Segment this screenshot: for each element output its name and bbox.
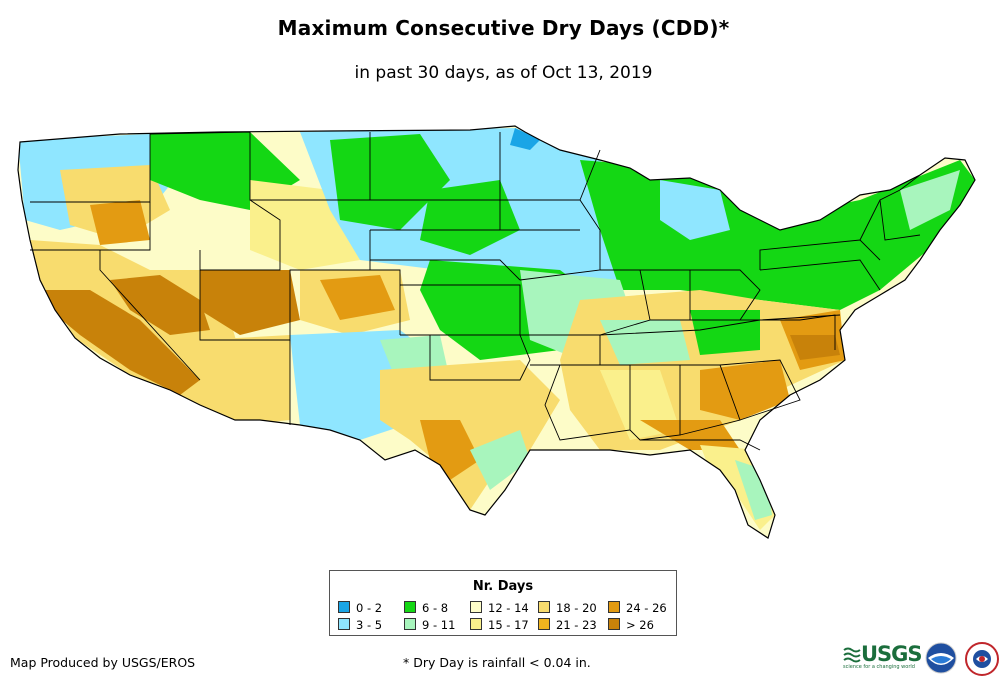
legend-swatch (470, 601, 482, 613)
legend: Nr. Days 0 - 2 3 - 5 6 - 8 9 - 11 12 - 1… (329, 570, 677, 636)
legend-swatch (404, 618, 416, 630)
legend-swatch (538, 601, 550, 613)
legend-item: 15 - 17 (470, 618, 529, 632)
map-credit: Map Produced by USGS/EROS (10, 655, 196, 670)
legend-swatch (608, 618, 620, 630)
legend-label: 6 - 8 (422, 601, 449, 615)
legend-label: 3 - 5 (356, 618, 383, 632)
legend-swatch (338, 618, 350, 630)
legend-swatch (608, 601, 620, 613)
usgs-wave-icon (843, 647, 861, 663)
usgs-logo-text: USGS (861, 642, 923, 666)
legend-item: 18 - 20 (538, 601, 597, 615)
legend-item: 24 - 26 (608, 601, 667, 615)
legend-item: 9 - 11 (404, 618, 455, 632)
legend-label: 18 - 20 (556, 601, 597, 615)
map-title: Maximum Consecutive Dry Days (CDD)* (277, 16, 730, 40)
usgs-tagline: science for a changing world (843, 664, 915, 670)
legend-item: 3 - 5 (338, 618, 382, 632)
legend-item: 21 - 23 (538, 618, 597, 632)
agency-logos: USGS science for a changing world (843, 640, 1003, 680)
legend-swatch (538, 618, 550, 630)
legend-item: 12 - 14 (470, 601, 529, 615)
legend-swatch (338, 601, 350, 613)
cdd-map (17, 125, 976, 539)
legend-swatch (404, 601, 416, 613)
legend-label: 15 - 17 (488, 618, 529, 632)
legend-item: > 26 (608, 618, 654, 632)
legend-label: 24 - 26 (626, 601, 667, 615)
noaa-logo-icon (925, 642, 957, 674)
legend-label: 21 - 23 (556, 618, 597, 632)
usgs-logo: USGS science for a changing world (843, 642, 923, 670)
legend-label: 9 - 11 (422, 618, 456, 632)
dry-day-footnote: * Dry Day is rainfall < 0.04 in. (403, 655, 591, 670)
legend-item: 6 - 8 (404, 601, 448, 615)
legend-label: 12 - 14 (488, 601, 529, 615)
legend-label: > 26 (626, 618, 654, 632)
legend-item: 0 - 2 (338, 601, 382, 615)
map-subtitle: in past 30 days, as of Oct 13, 2019 (354, 63, 653, 83)
nws-logo-icon (965, 642, 999, 676)
state-boundaries (17, 125, 976, 539)
legend-title: Nr. Days (472, 579, 534, 594)
legend-label: 0 - 2 (356, 601, 383, 615)
legend-swatch (470, 618, 482, 630)
